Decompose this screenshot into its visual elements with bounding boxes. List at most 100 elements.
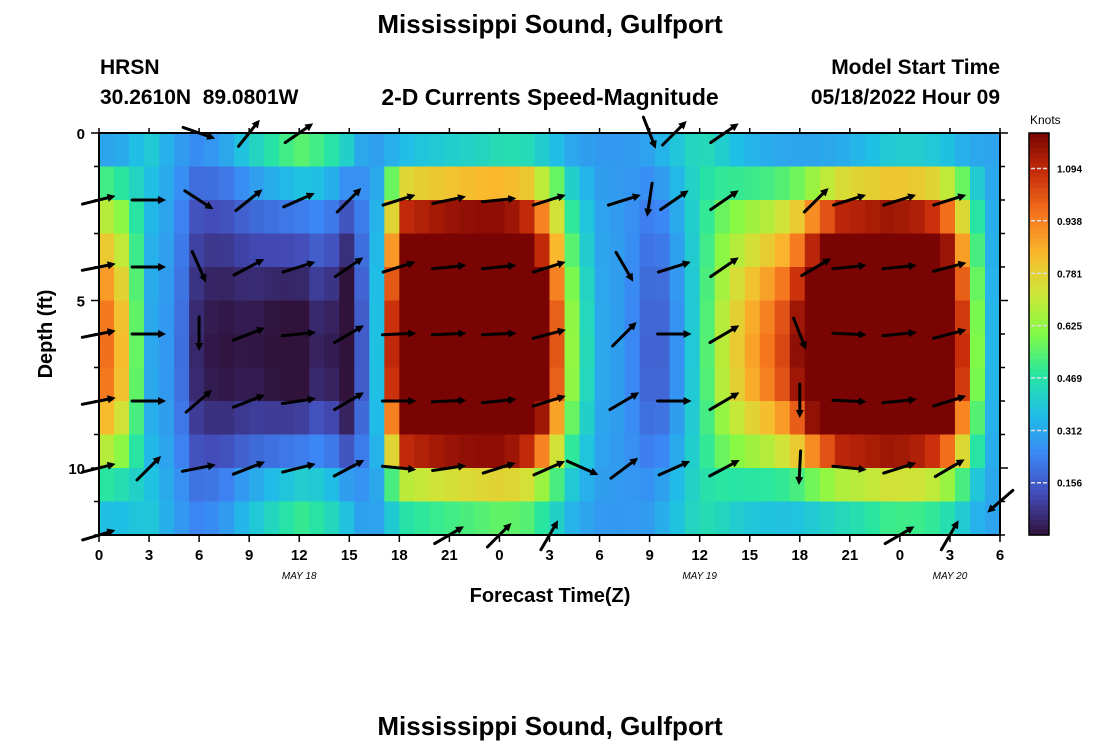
footer-title: Mississippi Sound, Gulfport — [377, 711, 723, 741]
heat-cell — [609, 501, 626, 536]
heat-cell — [879, 233, 896, 268]
colorbar-cell — [1029, 168, 1049, 174]
colorbar-cell — [1029, 208, 1049, 215]
heat-cell — [564, 401, 581, 436]
heat-cell — [984, 267, 1001, 302]
heat-cell — [189, 501, 205, 536]
heat-cell — [384, 133, 400, 168]
heat-cell — [864, 468, 881, 503]
heat-cell — [474, 133, 491, 168]
current-vector — [661, 121, 687, 147]
heat-cell — [309, 501, 325, 536]
colorbar-cell — [1029, 489, 1049, 496]
heat-cell — [219, 133, 235, 168]
current-vector — [532, 460, 565, 477]
heat-cell — [414, 233, 430, 268]
colorbar-cell — [1029, 394, 1049, 400]
heat-cell — [534, 267, 551, 302]
date-label: MAY 20 — [933, 571, 968, 582]
heat-cell — [624, 468, 641, 503]
heat-cell — [879, 401, 896, 436]
heat-cell — [609, 267, 626, 302]
heat-cell — [129, 300, 145, 335]
heat-cell — [204, 166, 220, 201]
x-tick-label: 18 — [791, 547, 808, 564]
heat-cell — [474, 200, 491, 235]
heat-cell — [489, 200, 506, 235]
heat-cell — [654, 233, 671, 268]
heat-cell — [204, 501, 220, 536]
heat-cell — [969, 367, 986, 402]
heat-cell — [459, 501, 476, 536]
heat-cell — [624, 401, 641, 436]
heat-cell — [144, 233, 160, 268]
heat-cell — [384, 468, 400, 503]
heat-cell — [639, 468, 656, 503]
heat-cell — [474, 166, 491, 201]
heat-cell — [234, 434, 250, 469]
heat-cell — [579, 468, 596, 503]
heat-cell — [699, 501, 716, 536]
heat-cell — [639, 501, 656, 536]
heat-cell — [129, 501, 145, 536]
heat-cell — [684, 367, 701, 402]
heat-cell — [714, 468, 731, 503]
heat-cell — [534, 166, 551, 201]
heat-cell — [414, 501, 430, 536]
heat-cell — [489, 133, 506, 168]
current-vector — [232, 259, 265, 277]
heat-cell — [294, 267, 310, 302]
heat-cell — [174, 367, 190, 402]
heat-cell — [819, 401, 836, 436]
heat-cell — [969, 501, 986, 536]
heat-cell — [549, 434, 566, 469]
colorbar-cell — [1029, 419, 1049, 426]
current-vector — [606, 193, 641, 207]
heat-cell — [744, 133, 761, 168]
current-vector — [333, 325, 364, 345]
heat-cell — [669, 468, 686, 503]
heat-cell — [774, 200, 791, 235]
colorbar-cell — [1029, 138, 1049, 144]
heat-cell — [429, 267, 445, 302]
heat-cell — [879, 200, 896, 235]
heat-cell — [519, 233, 536, 268]
heat-cell — [669, 334, 686, 369]
heat-cell — [294, 300, 310, 335]
heat-cell — [324, 434, 340, 469]
current-vector — [614, 250, 634, 282]
current-vector — [281, 260, 316, 274]
heat-cell — [879, 434, 896, 469]
heat-cell — [744, 468, 761, 503]
heat-cell — [594, 434, 611, 469]
colorbar-cell — [1029, 178, 1049, 184]
heat-cell — [474, 367, 491, 402]
heat-cell — [99, 166, 115, 201]
heat-cell — [834, 501, 851, 536]
heat-cell — [984, 367, 1001, 402]
heat-cell — [144, 267, 160, 302]
current-vector — [531, 260, 566, 274]
heat-cell — [894, 267, 911, 302]
heat-cell — [819, 367, 836, 402]
date-label: MAY 18 — [282, 571, 317, 582]
x-axis-label: Forecast Time(Z) — [469, 585, 631, 607]
date-label: MAY 19 — [682, 571, 717, 582]
heat-cell — [264, 166, 280, 201]
heat-cell — [849, 434, 866, 469]
heat-cell — [954, 367, 971, 402]
heat-cell — [294, 166, 310, 201]
heat-cell — [939, 300, 956, 335]
heat-cell — [399, 233, 415, 268]
heat-cell — [279, 501, 295, 536]
heat-cell — [774, 233, 791, 268]
heat-cell — [324, 334, 340, 369]
heat-cell — [354, 267, 370, 302]
heat-cell — [729, 401, 746, 436]
heat-cell — [264, 401, 280, 436]
heat-cell — [279, 367, 295, 402]
heat-cell — [129, 401, 145, 436]
heat-cell — [789, 166, 806, 201]
colorbar-cell — [1029, 303, 1049, 310]
heat-cell — [504, 200, 521, 235]
